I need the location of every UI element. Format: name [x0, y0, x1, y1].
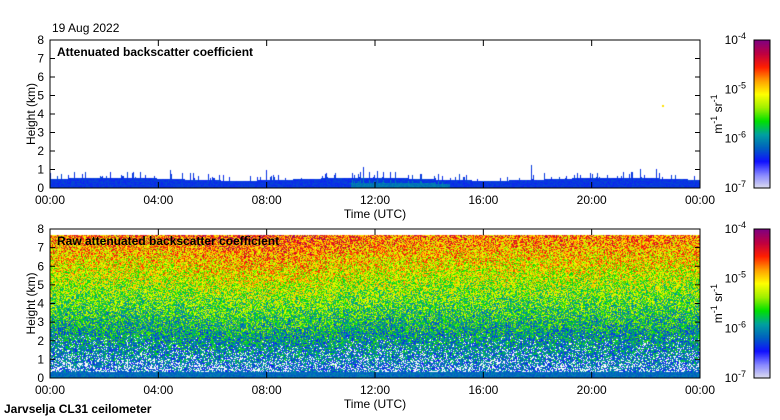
x-tick-label: 00:00 [685, 383, 715, 397]
x-tick-label: 12:00 [360, 193, 390, 207]
y-axis-label: Height (km) [24, 272, 38, 334]
x-tick-label: 04:00 [143, 383, 173, 397]
x-tick-label: 20:00 [577, 383, 607, 397]
colorbar-label: m-1 sr-1 [709, 284, 725, 323]
y-tick-label: 5 [37, 89, 44, 103]
x-tick-label: 00:00 [35, 383, 65, 397]
colorbar-tick-label: 10-6 [725, 130, 746, 146]
x-axis-label: Time (UTC) [344, 207, 406, 221]
x-tick-label: 00:00 [685, 193, 715, 207]
plot-frame [49, 39, 701, 189]
colorbar-tick-label: 10-4 [725, 220, 746, 236]
panel-title: Attenuated backscatter coefficient [57, 45, 253, 59]
y-tick-label: 4 [37, 107, 44, 121]
colorbar-tick-label: 10-5 [725, 270, 746, 286]
y-tick-label: 0 [37, 181, 44, 195]
y-tick-label: 2 [37, 334, 44, 348]
x-tick-label: 08:00 [252, 193, 282, 207]
footer-label: Jarvselja CL31 ceilometer [4, 402, 152, 416]
x-tick-label: 04:00 [143, 193, 173, 207]
x-tick-label: 08:00 [252, 383, 282, 397]
y-tick-label: 6 [37, 259, 44, 273]
x-tick-label: 16:00 [468, 383, 498, 397]
colorbar-tick-label: 10-7 [725, 369, 746, 385]
x-axis-label: Time (UTC) [344, 397, 406, 411]
y-tick-label: 6 [37, 70, 44, 84]
date-label: 19 Aug 2022 [52, 21, 120, 35]
colorbar-frame [753, 228, 771, 379]
y-tick-label: 4 [37, 297, 44, 311]
bottom-colorbar [754, 229, 770, 378]
top-heatmap [50, 40, 700, 188]
colorbar-tick-label: 10-4 [725, 31, 746, 47]
y-tick-label: 3 [37, 126, 44, 140]
y-tick-label: 0 [37, 371, 44, 385]
x-tick-label: 12:00 [360, 383, 390, 397]
panel-title: Raw attenuated backscatter coefficient [57, 234, 279, 248]
y-tick-label: 5 [37, 278, 44, 292]
colorbar-frame [753, 39, 771, 189]
y-tick-label: 1 [37, 163, 44, 177]
y-tick-label: 7 [37, 52, 44, 66]
y-tick-label: 2 [37, 144, 44, 158]
x-tick-label: 00:00 [35, 193, 65, 207]
y-axis-label: Height (km) [24, 83, 38, 145]
y-tick-label: 8 [37, 222, 44, 236]
colorbar-label: m-1 sr-1 [709, 94, 725, 133]
y-tick-label: 7 [37, 241, 44, 255]
top-colorbar [754, 40, 770, 188]
colorbar-tick-label: 10-6 [725, 319, 746, 335]
x-tick-label: 16:00 [468, 193, 498, 207]
plot-frame [49, 228, 701, 379]
y-tick-label: 1 [37, 352, 44, 366]
colorbar-tick-label: 10-7 [725, 179, 746, 195]
y-tick-label: 3 [37, 315, 44, 329]
y-tick-label: 8 [37, 33, 44, 47]
bottom-heatmap [50, 229, 700, 378]
colorbar-tick-label: 10-5 [725, 80, 746, 96]
x-tick-label: 20:00 [577, 193, 607, 207]
